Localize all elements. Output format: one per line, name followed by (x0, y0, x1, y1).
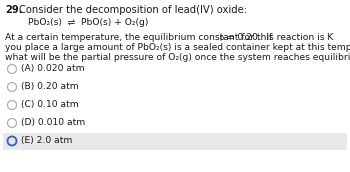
Bar (3, 133, 347, 150)
Text: p: p (219, 35, 223, 41)
Text: (C) 0.10 atm: (C) 0.10 atm (21, 100, 79, 109)
Text: (B) 0.20 atm: (B) 0.20 atm (21, 82, 79, 91)
Text: 29.: 29. (5, 5, 23, 15)
Text: PbO₂(s)  ⇌  PbO(s) + O₂(g): PbO₂(s) ⇌ PbO(s) + O₂(g) (28, 18, 148, 27)
Text: Consider the decomposition of lead(IV) oxide:: Consider the decomposition of lead(IV) o… (19, 5, 247, 15)
Text: (E) 2.0 atm: (E) 2.0 atm (21, 136, 72, 145)
Text: what will be the partial pressure of O₂(g) once the system reaches equilibrium?: what will be the partial pressure of O₂(… (5, 53, 350, 62)
Text: you place a large amount of PbO₂(s) is a sealed container kept at this temperatu: you place a large amount of PbO₂(s) is a… (5, 43, 350, 52)
Text: (A) 0.020 atm: (A) 0.020 atm (21, 64, 85, 73)
Text: = 0.20.  If: = 0.20. If (224, 33, 272, 42)
Text: At a certain temperature, the equilibrium constant for this reaction is K: At a certain temperature, the equilibriu… (5, 33, 333, 42)
Text: (D) 0.010 atm: (D) 0.010 atm (21, 118, 85, 127)
